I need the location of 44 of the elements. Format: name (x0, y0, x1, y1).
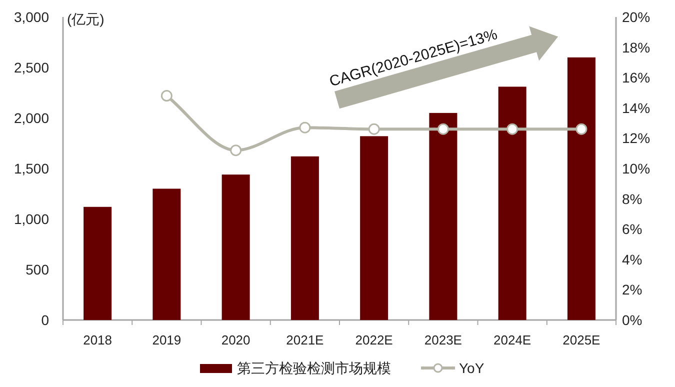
x-tick-label: 2023E (424, 332, 462, 348)
y-tick-label: 2,000 (14, 110, 50, 126)
bar (429, 112, 458, 320)
y2-tick-label: 12% (622, 130, 650, 146)
x-tick-label: 2022E (355, 332, 394, 348)
y2-tick-label: 2% (622, 282, 642, 298)
y-tick-label: 0 (41, 312, 50, 328)
bar (222, 174, 250, 320)
y-tick-label: 1,500 (14, 160, 50, 176)
x-tick-label: 2025E (562, 332, 601, 348)
legend-label: YoY (459, 360, 485, 376)
x-tick-label: 2020 (221, 332, 250, 348)
bar (152, 188, 181, 320)
y-tick-label: 1,000 (14, 211, 50, 227)
y2-tick-label: 18% (622, 39, 650, 56)
bar (290, 156, 319, 320)
y2-tick-label: 14% (622, 100, 650, 116)
y2-tick-label: 10% (622, 160, 650, 176)
x-tick-label: 2018 (83, 332, 112, 348)
y-axis-title: (亿元) (67, 11, 104, 27)
point (506, 123, 518, 135)
point (576, 123, 588, 135)
y2-tick-label: 0% (622, 312, 642, 328)
y-tick-label: 2,500 (14, 60, 50, 76)
point (160, 90, 172, 102)
y2-tick-label: 20% (622, 9, 650, 25)
bar (498, 86, 526, 320)
point (437, 123, 449, 135)
bar (567, 57, 596, 320)
legend-label: 第三方检验检测市场规模 (237, 360, 391, 376)
y-tick-label: 3,000 (14, 9, 50, 25)
bar (360, 136, 388, 320)
point (230, 144, 242, 156)
y-tick-label: 500 (26, 262, 50, 278)
point (299, 122, 311, 134)
y2-tick-label: 4% (622, 251, 642, 268)
point (368, 123, 380, 135)
y2-tick-label: 16% (622, 70, 650, 86)
y2-tick-label: 8% (622, 190, 642, 207)
x-tick-label: 2019 (152, 332, 182, 348)
x-tick-label: 2024E (494, 332, 532, 348)
x-tick-label: 2021E (286, 332, 324, 348)
y2-tick-label: 6% (622, 221, 642, 238)
bar (84, 206, 112, 320)
